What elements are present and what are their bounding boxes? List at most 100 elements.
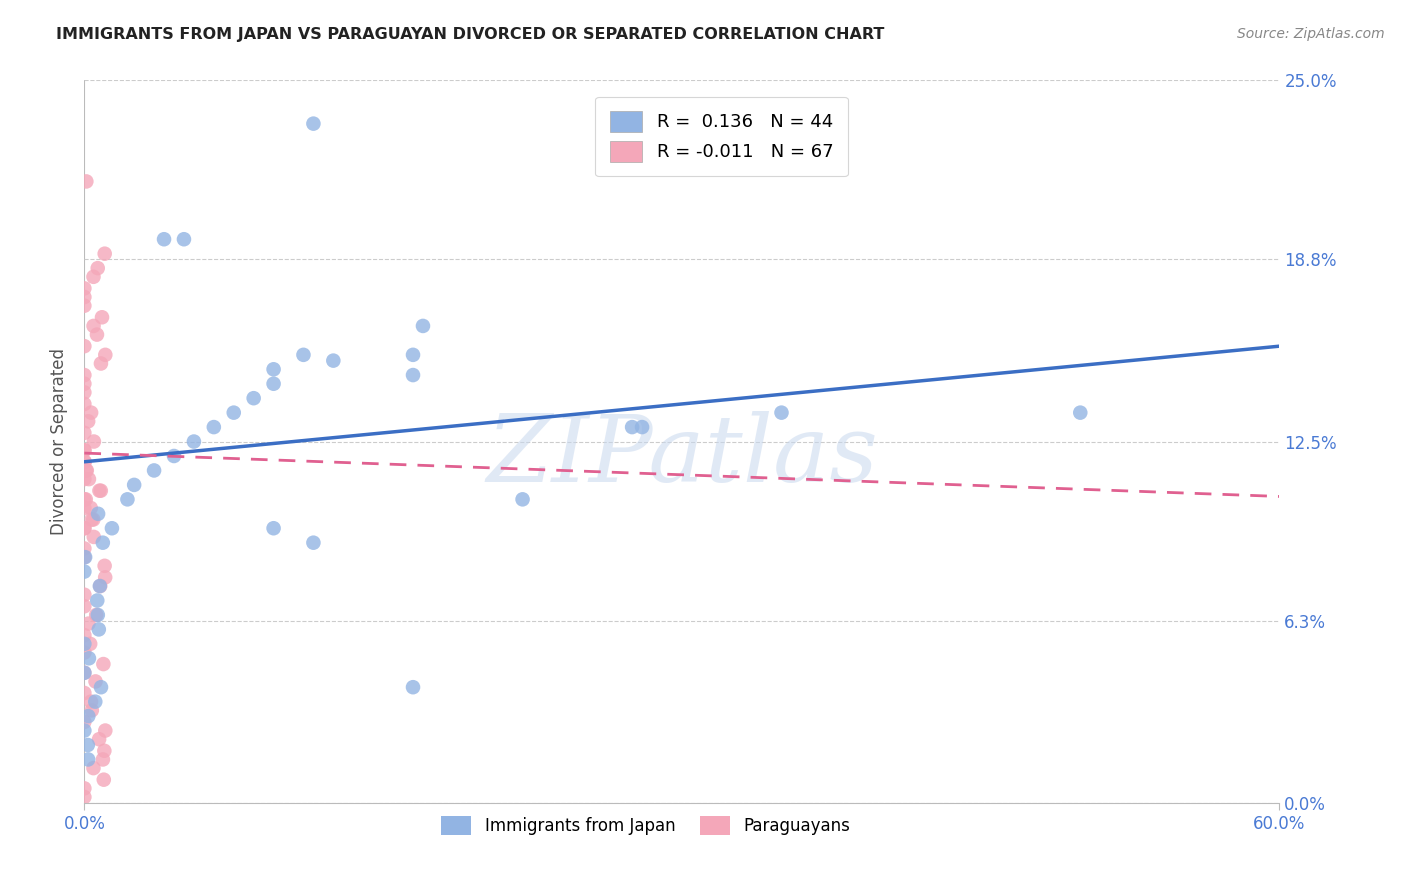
- Point: [91, 752, 114, 766]
- Text: ZIPatlas: ZIPatlas: [486, 411, 877, 501]
- Point: [402, 368, 425, 382]
- Point: [242, 391, 264, 405]
- Point: [73, 376, 96, 391]
- Point: [202, 420, 225, 434]
- Point: [73, 443, 96, 458]
- Text: Source: ZipAtlas.com: Source: ZipAtlas.com: [1237, 27, 1385, 41]
- Point: [73, 290, 96, 304]
- Point: [163, 449, 186, 463]
- Text: IMMIGRANTS FROM JAPAN VS PARAGUAYAN DIVORCED OR SEPARATED CORRELATION CHART: IMMIGRANTS FROM JAPAN VS PARAGUAYAN DIVO…: [56, 27, 884, 42]
- Point: [87, 732, 110, 747]
- Point: [770, 406, 793, 420]
- Point: [73, 637, 96, 651]
- Point: [93, 246, 115, 260]
- Point: [90, 357, 112, 371]
- Point: [73, 550, 96, 565]
- Point: [263, 376, 285, 391]
- Point: [87, 623, 110, 637]
- Point: [73, 588, 96, 602]
- Point: [76, 738, 98, 752]
- Point: [73, 299, 96, 313]
- Point: [73, 281, 96, 295]
- Point: [153, 232, 176, 246]
- Point: [84, 607, 107, 622]
- Point: [77, 709, 100, 723]
- Point: [122, 478, 145, 492]
- Point: [80, 512, 103, 526]
- Point: [80, 501, 103, 516]
- Point: [91, 310, 114, 325]
- Point: [75, 492, 97, 507]
- Point: [83, 434, 105, 449]
- Point: [83, 318, 105, 333]
- Point: [631, 420, 654, 434]
- Point: [82, 269, 104, 284]
- Point: [73, 521, 96, 535]
- Point: [77, 472, 100, 486]
- Point: [302, 535, 325, 549]
- Point: [75, 463, 97, 477]
- Point: [89, 579, 111, 593]
- Point: [173, 232, 195, 246]
- Point: [322, 353, 344, 368]
- Point: [90, 680, 112, 694]
- Point: [1069, 406, 1091, 420]
- Point: [263, 521, 285, 535]
- Y-axis label: Divorced or Separated: Divorced or Separated: [51, 348, 69, 535]
- Point: [93, 744, 115, 758]
- Point: [86, 327, 108, 342]
- Point: [80, 406, 103, 420]
- Point: [84, 674, 107, 689]
- Point: [73, 565, 96, 579]
- Point: [82, 512, 104, 526]
- Point: [83, 530, 105, 544]
- Point: [93, 657, 115, 671]
- Point: [77, 752, 100, 766]
- Point: [82, 761, 104, 775]
- Point: [302, 117, 325, 131]
- Point: [73, 385, 96, 400]
- Legend: Immigrants from Japan, Paraguayans: Immigrants from Japan, Paraguayans: [434, 809, 858, 841]
- Point: [94, 723, 117, 738]
- Point: [73, 455, 96, 469]
- Point: [73, 397, 96, 411]
- Point: [73, 714, 96, 729]
- Point: [73, 425, 96, 440]
- Point: [402, 680, 425, 694]
- Point: [73, 443, 96, 458]
- Point: [73, 781, 96, 796]
- Point: [73, 472, 96, 486]
- Point: [91, 535, 114, 549]
- Point: [73, 790, 96, 805]
- Point: [87, 607, 110, 622]
- Point: [79, 637, 101, 651]
- Point: [292, 348, 315, 362]
- Point: [75, 174, 97, 188]
- Point: [87, 261, 110, 276]
- Point: [87, 507, 110, 521]
- Point: [93, 772, 115, 787]
- Point: [73, 492, 96, 507]
- Point: [80, 703, 103, 717]
- Point: [101, 521, 124, 535]
- Point: [73, 665, 96, 680]
- Point: [73, 368, 96, 382]
- Point: [621, 420, 644, 434]
- Point: [73, 665, 96, 680]
- Point: [183, 434, 205, 449]
- Point: [77, 616, 100, 631]
- Point: [73, 628, 96, 642]
- Point: [90, 483, 112, 498]
- Point: [89, 579, 111, 593]
- Point: [94, 570, 117, 584]
- Point: [402, 348, 425, 362]
- Point: [512, 492, 534, 507]
- Point: [143, 463, 166, 477]
- Point: [222, 406, 245, 420]
- Point: [73, 599, 96, 614]
- Point: [89, 483, 111, 498]
- Point: [77, 651, 100, 665]
- Point: [263, 362, 285, 376]
- Point: [73, 723, 96, 738]
- Point: [412, 318, 434, 333]
